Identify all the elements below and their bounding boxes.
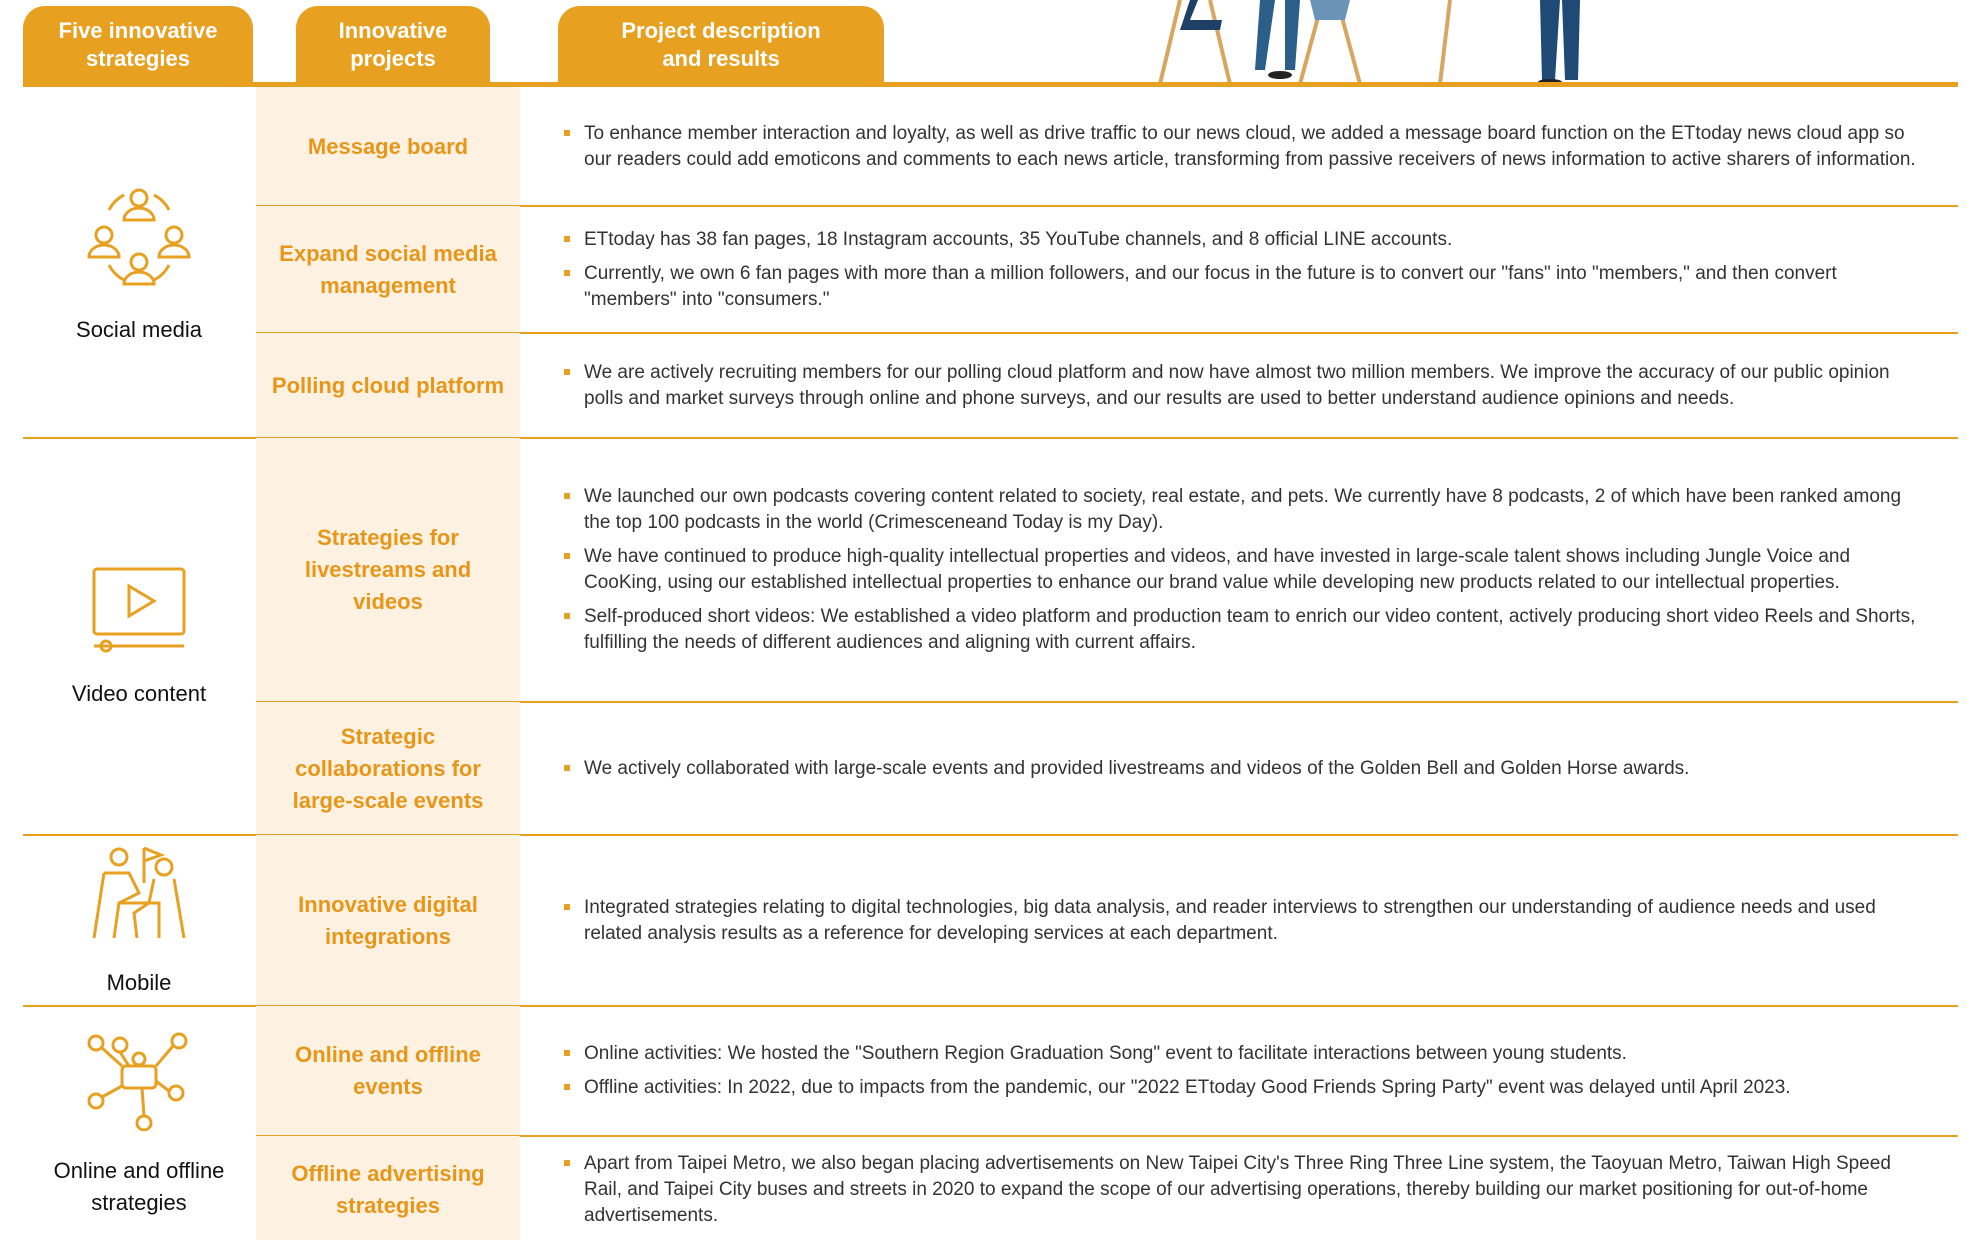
bullet-item: Offline activities: In 2022, due to impa… — [556, 1075, 1920, 1101]
network-icon — [87, 1032, 188, 1131]
row-divider — [256, 332, 1958, 334]
row-divider — [256, 1135, 1958, 1137]
project-row: Message board To enhance member interacti… — [256, 87, 1958, 206]
project-name: Online and offline events — [256, 1006, 520, 1136]
header-tab: Project description and results — [558, 6, 884, 84]
bullet-item: We are actively recruiting members for o… — [556, 360, 1920, 412]
strategy-group: Video content Strategies for livestreams … — [23, 438, 1958, 835]
header-rule — [23, 82, 1958, 87]
project-name: Message board — [256, 87, 520, 206]
row-divider — [256, 701, 1958, 703]
strategy-group: Social media Message board To enhance memb… — [23, 87, 1958, 438]
bullet-item: Currently, we own 6 fan pages with more … — [556, 261, 1920, 313]
header-tab: Five innovative strategies — [23, 6, 253, 84]
social-icon — [87, 188, 191, 285]
bullet-item: Online activities: We hosted the "Southe… — [556, 1041, 1920, 1067]
project-description: Apart from Taipei Metro, we also began p… — [556, 1136, 1920, 1240]
group-divider — [23, 1005, 1958, 1007]
project-description: ETtoday has 38 fan pages, 18 Instagram a… — [556, 206, 1920, 333]
strategy-group: Online and offline strategies Online and … — [23, 1006, 1958, 1240]
strategy-cell: Social media — [23, 87, 255, 438]
project-description: We are actively recruiting members for o… — [556, 333, 1920, 438]
project-name: Strategic collaborations for large-scale… — [256, 702, 520, 835]
project-row: Polling cloud platform We are actively re… — [256, 333, 1958, 438]
project-row: Online and offline events Online activiti… — [256, 1006, 1958, 1136]
project-name: Strategies for livestreams and videos — [256, 438, 520, 702]
strategy-cell: Online and offline strategies — [23, 1006, 255, 1240]
row-divider — [256, 205, 1958, 207]
project-description: We actively collaborated with large-scal… — [556, 702, 1920, 835]
strategy-cell: Video content — [23, 438, 255, 835]
project-description: We launched our own podcasts covering co… — [556, 438, 1920, 702]
strategy-cell: Mobile — [23, 835, 255, 1006]
project-name: Polling cloud platform — [256, 333, 520, 438]
project-row: Strategies for livestreams and videos We … — [256, 438, 1958, 702]
bullet-item: To enhance member interaction and loyalt… — [556, 121, 1920, 173]
mobile-icon — [92, 846, 186, 938]
bullet-item: Self-produced short videos: We establish… — [556, 604, 1920, 656]
project-description: To enhance member interaction and loyalt… — [556, 87, 1920, 206]
bullet-item: ETtoday has 38 fan pages, 18 Instagram a… — [556, 227, 1920, 253]
bullet-item: We launched our own podcasts covering co… — [556, 484, 1920, 536]
project-name: Expand social media management — [256, 206, 520, 333]
strategy-label: Online and offline strategies — [53, 1157, 225, 1215]
project-row: Offline advertising strategies Apart from… — [256, 1136, 1958, 1240]
project-row: Expand social media management ETtoday ha… — [256, 206, 1958, 333]
bullet-item: Apart from Taipei Metro, we also began p… — [556, 1151, 1920, 1229]
project-description: Integrated strategies relating to digita… — [556, 835, 1920, 1006]
project-name: Innovative digital integrations — [256, 835, 520, 1006]
illustration — [1158, 0, 1580, 84]
group-divider — [23, 834, 1958, 836]
strategy-label: Mobile — [106, 969, 172, 995]
project-name: Offline advertising strategies — [256, 1136, 520, 1240]
strategy-label: Video content — [71, 680, 207, 706]
project-row: Innovative digital integrations Integrate… — [256, 835, 1958, 1006]
bullet-item: We have continued to produce high-qualit… — [556, 544, 1920, 596]
group-divider — [23, 437, 1958, 439]
bullet-item: We actively collaborated with large-scal… — [556, 756, 1920, 782]
video-icon — [92, 567, 186, 652]
strategy-group: Mobile Innovative digital integrations Int… — [23, 835, 1958, 1006]
project-row: Strategic collaborations for large-scale… — [256, 702, 1958, 835]
strategy-label: Social media — [76, 316, 202, 342]
header-tab: Innovative projects — [296, 6, 490, 84]
bullet-item: Integrated strategies relating to digita… — [556, 895, 1920, 947]
project-description: Online activities: We hosted the "Southe… — [556, 1006, 1920, 1136]
